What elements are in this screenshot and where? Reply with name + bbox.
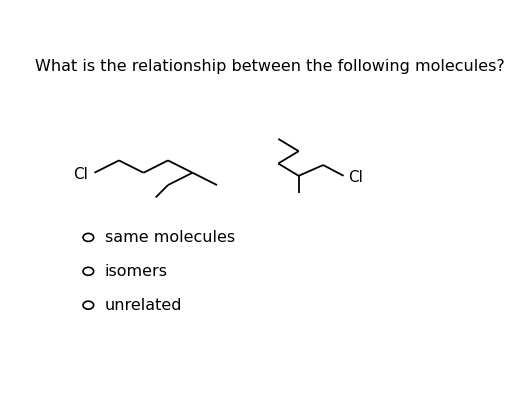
Text: Cl: Cl xyxy=(348,170,363,185)
Text: Cl: Cl xyxy=(73,167,89,182)
Text: unrelated: unrelated xyxy=(105,298,182,313)
Text: same molecules: same molecules xyxy=(105,230,235,245)
Text: What is the relationship between the following molecules?: What is the relationship between the fol… xyxy=(35,59,505,74)
Text: isomers: isomers xyxy=(105,264,168,279)
